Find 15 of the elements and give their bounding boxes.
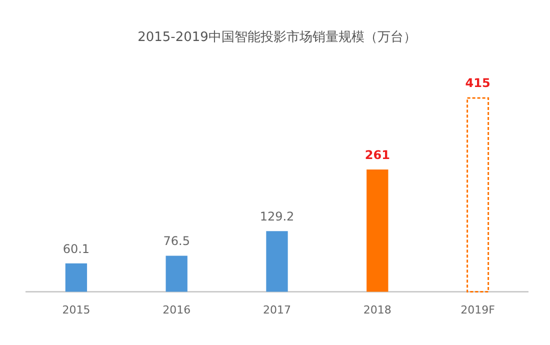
bar [466, 97, 490, 293]
bar [65, 263, 88, 292]
data-label: 60.1 [62, 242, 90, 256]
x-tick-label: 2017 [263, 303, 291, 316]
x-tick-label: 2019F [460, 303, 495, 316]
bar [266, 231, 288, 292]
bar [166, 256, 188, 292]
data-label: 76.5 [163, 234, 190, 248]
x-tick-label: 2015 [62, 303, 90, 316]
x-tick-label: 2016 [162, 303, 191, 316]
chart-title: 2015-2019中国智能投影市场销量规模（万台） [138, 30, 416, 46]
x-tick-label: 2018 [363, 303, 392, 316]
data-label: 129.2 [260, 210, 294, 224]
data-label: 261 [364, 148, 390, 162]
data-label: 415 [465, 76, 490, 90]
